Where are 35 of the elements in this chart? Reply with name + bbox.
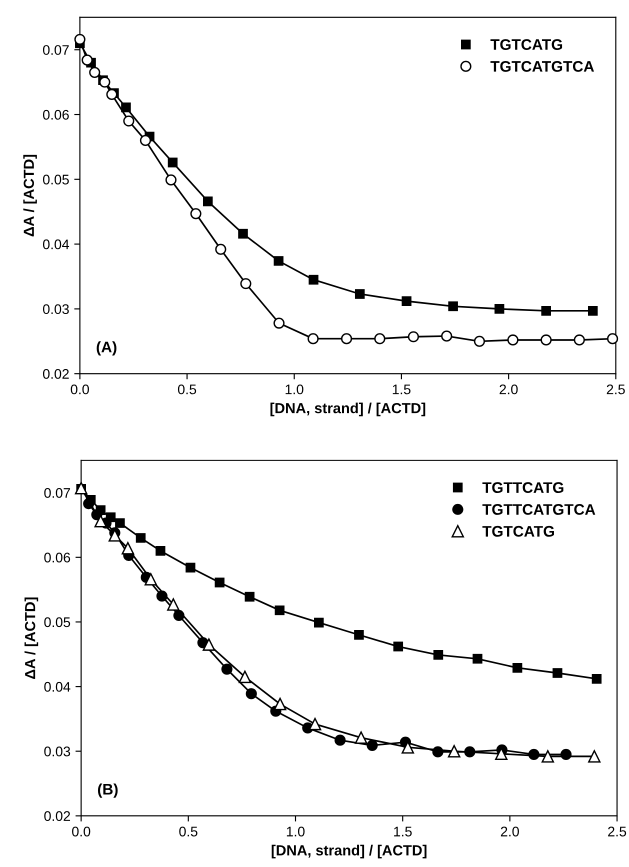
x-tick-label: 0.5 <box>179 826 198 836</box>
y-axis-title: ΔA / [ACTD] <box>23 154 37 236</box>
annotation: (A) <box>96 341 116 356</box>
y-tick-label: 0.06 <box>44 552 70 562</box>
y-tick-label: 0.07 <box>44 488 70 498</box>
y-tick-label: 0.03 <box>42 304 69 314</box>
x-tick-label: 0.0 <box>72 826 90 836</box>
legend-label: TGTTCATG <box>482 482 564 493</box>
y-tick-label: 0.02 <box>44 811 70 822</box>
legend-label: TGTCATG <box>482 526 554 537</box>
annotation: (B) <box>98 783 118 798</box>
x-tick-label: 2.5 <box>606 384 625 394</box>
y-tick-label: 0.06 <box>42 110 69 120</box>
legend-label: TGTTCATGTCA <box>482 504 596 515</box>
y-tick-label: 0.07 <box>42 45 69 55</box>
x-tick-label: 2.5 <box>608 826 626 836</box>
y-tick-label: 0.05 <box>44 617 70 628</box>
x-tick-label: 1.5 <box>392 384 410 394</box>
legend-label: TGTCATG <box>490 39 562 50</box>
y-tick-label: 0.04 <box>42 239 70 250</box>
y-tick-label: 0.03 <box>44 746 70 756</box>
x-tick-label: 2.0 <box>500 826 519 836</box>
x-tick-label: 0.0 <box>70 384 89 394</box>
x-axis-title: [DNA, strand] / [ACTD] <box>270 402 426 416</box>
y-tick-label: 0.04 <box>44 682 70 692</box>
y-axis-title: ΔA / [ACTD] <box>24 598 38 679</box>
x-axis-title: [DNA, strand] / [ACTD] <box>272 844 426 858</box>
y-tick-label: 0.05 <box>42 174 69 184</box>
x-tick-label: 1.0 <box>286 826 305 836</box>
legend-label: TGTCATGTCA <box>490 61 594 72</box>
x-tick-label: 2.0 <box>500 384 518 394</box>
x-tick-label: 1.5 <box>394 826 412 836</box>
y-tick-label: 0.02 <box>42 369 69 379</box>
x-tick-label: 1.0 <box>286 384 304 394</box>
x-tick-label: 0.5 <box>178 384 196 394</box>
